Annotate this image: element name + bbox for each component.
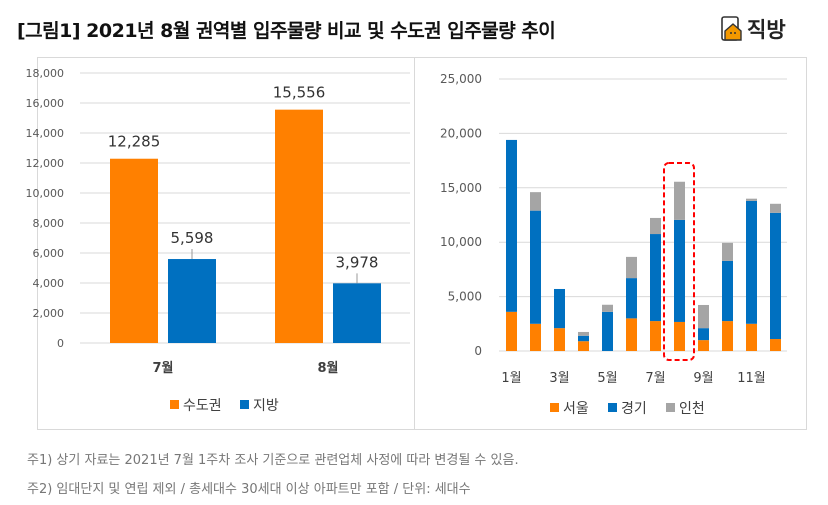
data-label: 5,598 [171,229,214,247]
bar-인천-6월 [626,256,637,279]
right-chart-panel [414,57,807,430]
legend-swatch [608,403,617,412]
y-tick-label: 15,000 [440,181,482,195]
bar-경기-12월 [770,212,781,340]
x-tick-label: 11월 [737,371,766,386]
bar-경기-1월 [506,139,517,312]
note-1: 주1) 상기 자료는 2021년 7월 1주차 조사 기준으로 관련업체 사정에… [27,453,519,468]
bar-경기-3월 [554,288,565,329]
y-tick-label: 10,000 [26,187,65,200]
x-tick-label: 7월 [152,360,173,376]
bar-경기-10월 [722,260,733,322]
bar-지방-8월 [333,283,381,343]
bar-인천-12월 [770,203,781,213]
x-tick-label: 7월 [645,371,665,386]
data-label: 12,285 [108,133,161,151]
bar-인천-5월 [602,304,613,312]
bar-수도권-7월 [110,158,158,343]
y-tick-label: 20,000 [440,126,482,140]
y-tick-label: 0 [474,344,482,358]
bar-인천-8월 [674,181,685,220]
y-tick-label: 25,000 [440,72,482,86]
data-label: 15,556 [273,84,326,102]
y-tick-label: 4,000 [33,277,65,290]
bar-인천-10월 [722,242,733,261]
bar-경기-2월 [530,210,541,324]
bar-경기-4월 [578,335,589,342]
house-icon [721,16,742,41]
bar-서울-9월 [698,340,709,351]
bar-서울-12월 [770,339,781,351]
bar-서울-10월 [722,321,733,351]
bar-서울-11월 [746,323,757,351]
legend-label: 지방 [253,398,279,414]
bar-서울-3월 [554,328,565,351]
y-tick-label: 0 [57,337,64,350]
bar-경기-9월 [698,328,709,341]
legend-label: 수도권 [183,398,222,414]
y-tick-label: 16,000 [26,97,65,110]
bar-인천-4월 [578,331,589,336]
bar-경기-8월 [674,219,685,322]
bar-인천-2월 [530,192,541,211]
logo-text: 직방 [747,18,786,42]
y-tick-label: 8,000 [33,217,65,230]
x-tick-label: 8월 [317,360,338,376]
logo: 직방 [720,14,786,44]
bar-경기-7월 [650,234,661,322]
bar-지방-7월 [168,259,216,343]
x-tick-label: 9월 [693,371,713,386]
legend-swatch [550,403,559,412]
data-label: 3,978 [336,253,379,271]
highlight-box [663,162,695,361]
x-tick-label: 3월 [549,371,569,386]
bar-경기-11월 [746,200,757,324]
y-tick-label: 10,000 [440,235,482,249]
bar-인천-7월 [650,217,661,235]
note-2: 주2) 임대단지 및 연립 제외 / 총세대수 30세대 이상 아파트만 포함 … [27,482,471,497]
y-tick-label: 12,000 [26,157,65,170]
legend-swatch [666,403,675,412]
bar-수도권-8월 [275,109,323,343]
legend-label: 서울 [563,401,589,417]
y-tick-label: 14,000 [26,127,65,140]
bar-경기-5월 [602,311,613,351]
x-tick-label: 5월 [597,371,617,386]
bar-서울-8월 [674,321,685,351]
bar-서울-4월 [578,341,589,351]
page-title: [그림1] 2021년 8월 권역별 입주물량 비교 및 수도권 입주물량 추이 [17,20,556,42]
legend-swatch [170,400,179,409]
bar-서울-2월 [530,323,541,351]
x-tick-label: 1월 [501,371,521,386]
bar-경기-6월 [626,278,637,319]
bar-인천-11월 [746,198,757,201]
y-tick-label: 6,000 [33,247,65,260]
bar-서울-1월 [506,311,517,351]
legend-label: 경기 [621,401,647,417]
bar-서울-7월 [650,321,661,351]
y-tick-label: 18,000 [26,67,65,80]
legend-swatch [240,400,249,409]
bar-서울-6월 [626,318,637,351]
bar-인천-9월 [698,304,709,329]
legend-label: 인천 [679,401,705,417]
y-tick-label: 2,000 [33,307,65,320]
y-tick-label: 5,000 [448,290,482,304]
